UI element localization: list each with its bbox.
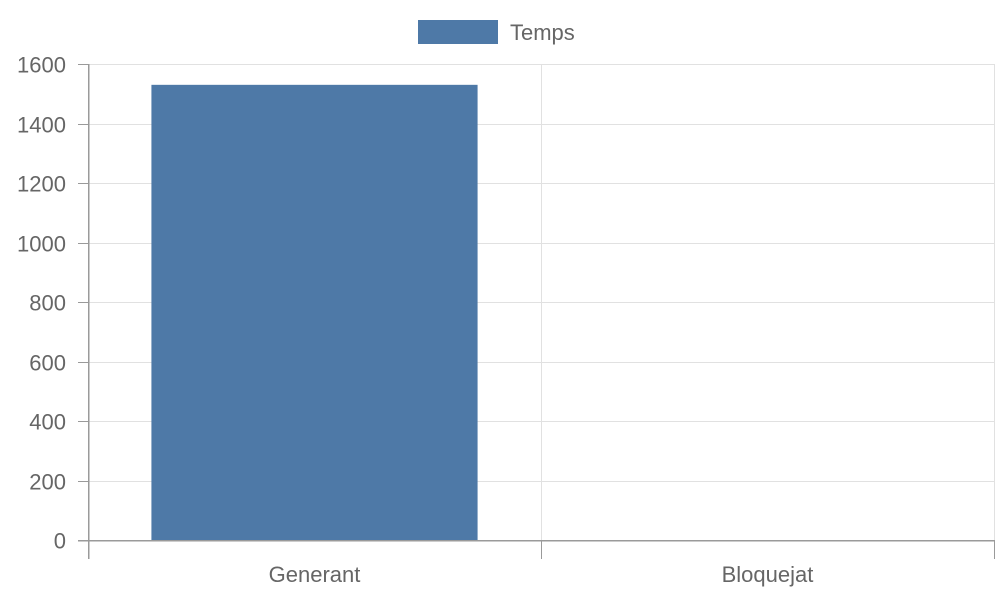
legend-swatch[interactable]: [418, 20, 498, 44]
y-tick-label: 400: [29, 410, 66, 435]
y-tick-label: 200: [29, 470, 66, 495]
y-tick-label: 0: [54, 529, 66, 554]
axes: [78, 64, 995, 559]
legend[interactable]: Temps: [418, 20, 575, 45]
y-tick-label: 600: [29, 351, 66, 376]
y-tick-label: 1000: [17, 232, 66, 257]
y-tick-label: 1400: [17, 113, 66, 138]
legend-label[interactable]: Temps: [510, 20, 575, 45]
bar-generant[interactable]: [151, 84, 478, 540]
x-tick-label: Bloquejat: [722, 562, 814, 587]
bars: [151, 84, 478, 540]
x-tick-label: Generant: [269, 562, 361, 587]
y-tick-label: 1200: [17, 172, 66, 197]
y-tick-label: 1600: [17, 53, 66, 78]
y-tick-label: 800: [29, 291, 66, 316]
tick-labels: 0 200 400 600 800 1000 1200 1400 1600 Generant Blo…: [17, 53, 813, 588]
